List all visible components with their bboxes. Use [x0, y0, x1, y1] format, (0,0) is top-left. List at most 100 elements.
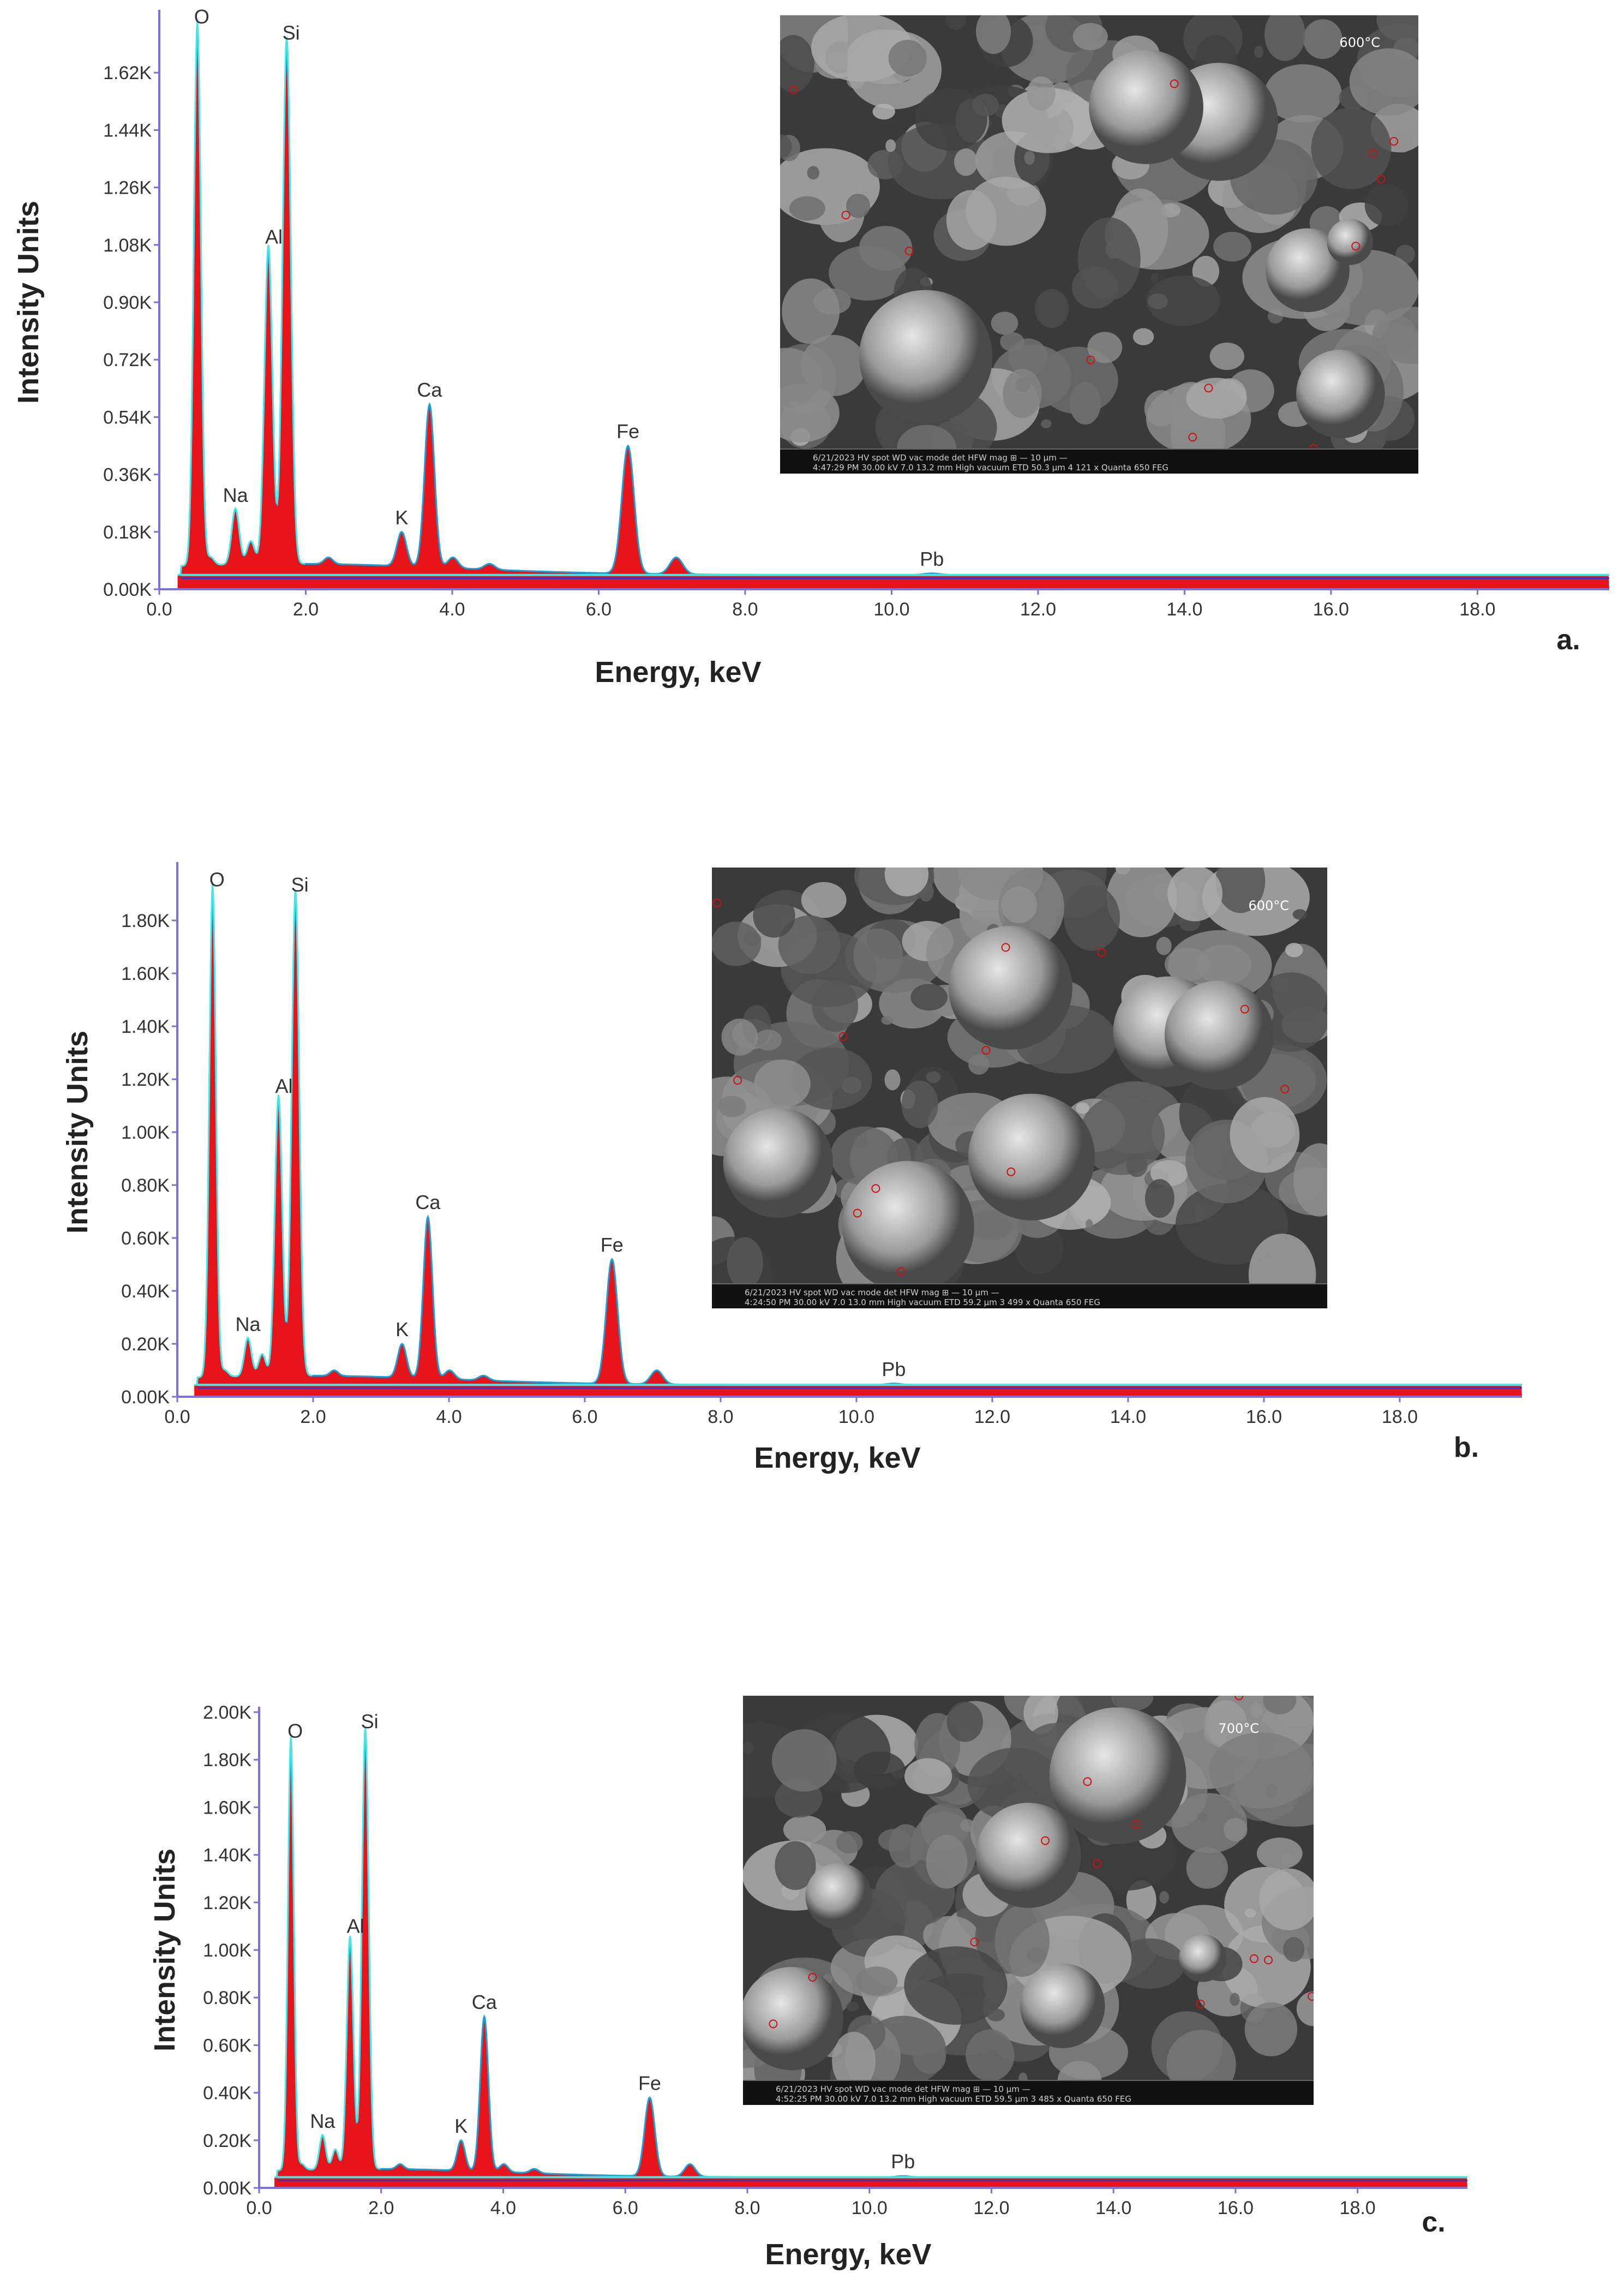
- sem-particle: [904, 1946, 1008, 2025]
- sem-marker: [1264, 1955, 1273, 1965]
- y-tick-label-b-2: 0.40K: [121, 1281, 170, 1302]
- sem-marker: [1368, 148, 1377, 158]
- x-tick-label-c-2: 4.0: [490, 2198, 516, 2218]
- sem-particle: [945, 15, 967, 31]
- peak-label-a-al: Al: [265, 225, 283, 248]
- sem-particle: [1150, 273, 1159, 283]
- y-tick-label-c-9: 1.80K: [203, 1750, 251, 1770]
- sem-particle: [846, 2002, 859, 2012]
- x-tick-label-c-1: 2.0: [368, 2198, 394, 2218]
- sem-particle: [721, 1019, 758, 1056]
- sem-particle: [1311, 107, 1392, 189]
- sem-particle: [1215, 868, 1266, 913]
- sem-particle: [1213, 231, 1251, 262]
- sem-databar-b: 6/21/2023 HV spot WD vac mode det HFW ma…: [712, 1283, 1327, 1308]
- sem-particle: [1197, 1812, 1207, 1821]
- sem-particle: [1349, 48, 1418, 116]
- sem-marker: [1204, 384, 1213, 393]
- sem-marker: [1001, 943, 1010, 952]
- sem-particle: [1057, 2061, 1102, 2081]
- sem-marker: [841, 211, 850, 220]
- x-tick-label-a-1: 2.0: [293, 599, 319, 620]
- sem-particle: [1264, 15, 1305, 61]
- sem-particle: [967, 1748, 1062, 1822]
- y-axis-title-b: Intensity Units: [61, 1031, 94, 1234]
- sem-marker: [769, 2019, 778, 2029]
- sem-sphere: [948, 925, 1072, 1050]
- sem-particle: [1166, 2030, 1236, 2081]
- sem-particle: [885, 139, 896, 152]
- sem-info-a-2: 4:47:29 PM 30.00 kV 7.0 13.2 mm High vac…: [813, 463, 1168, 472]
- x-tick-label-c-5: 10.0: [852, 2198, 888, 2218]
- peak-label-c-k: K: [454, 2115, 468, 2137]
- sem-sphere: [1327, 219, 1373, 265]
- sem-marker: [1086, 355, 1095, 364]
- sem-texture: [712, 868, 1327, 1284]
- x-axis-title-c: Energy, keV: [765, 2238, 931, 2271]
- sem-particle: [1071, 266, 1119, 309]
- sem-particle: [853, 1751, 906, 1790]
- peak-label-a-k: K: [395, 506, 408, 529]
- sem-particle: [753, 894, 795, 938]
- sem-particle: [727, 1237, 763, 1284]
- sem-marker: [1307, 1991, 1314, 2001]
- sem-databar-a: 6/21/2023 HV spot WD vac mode det HFW ma…: [780, 448, 1418, 474]
- x-tick-label-a-3: 6.0: [586, 599, 612, 620]
- sem-marker: [1041, 1836, 1050, 1845]
- y-tick-label-a-5: 0.90K: [103, 292, 152, 313]
- sem-particle: [1230, 1097, 1300, 1173]
- sem-particle: [754, 1059, 811, 1108]
- sem-particle: [1285, 943, 1303, 958]
- eds-chart-a: 0.00K 0.18K 0.36K 0.54K 0.72K 0.90K 1.08K 1.26K…: [12, 5, 1610, 689]
- x-tick-label-c-3: 6.0: [613, 2198, 638, 2218]
- y-tick-label-a-1: 0.18K: [103, 522, 152, 543]
- sem-temperature-b: 600°C: [1248, 898, 1289, 913]
- sem-particle: [775, 1841, 816, 1891]
- sem-particle: [966, 2029, 1015, 2081]
- sem-marker: [1083, 1777, 1092, 1786]
- y-tick-label-b-7: 1.40K: [121, 1016, 170, 1037]
- x-tick-label-c-4: 8.0: [734, 2198, 760, 2218]
- y-tick-label-a-8: 1.44K: [103, 120, 152, 141]
- sem-particle: [712, 922, 761, 966]
- sem-particle: [780, 134, 792, 159]
- x-tick-label-b-5: 10.0: [838, 1407, 874, 1427]
- x-tick-label-c-8: 16.0: [1218, 2198, 1254, 2218]
- y-tick-label-b-4: 0.80K: [121, 1175, 170, 1196]
- peak-label-b-al: Al: [275, 1075, 292, 1097]
- sem-particle: [1364, 184, 1409, 226]
- sem-particle: [1002, 87, 1095, 153]
- sem-particle: [754, 1030, 782, 1051]
- peak-label-c-ca: Ca: [472, 1991, 498, 2013]
- sem-marker: [1131, 1820, 1141, 1829]
- x-axis-title-a: Energy, keV: [595, 656, 761, 689]
- sem-particle: [783, 1815, 826, 1844]
- sem-marker: [1249, 1954, 1259, 1963]
- sem-marker: [1240, 1004, 1249, 1014]
- sem-particle: [1072, 23, 1108, 51]
- sem-info-b-1: 6/21/2023 HV spot WD vac mode det HFW ma…: [745, 1288, 999, 1297]
- sem-particle: [1254, 45, 1263, 58]
- y-axis-title-a: Intensity Units: [12, 201, 45, 404]
- panel-label-a: a.: [1556, 624, 1580, 656]
- sem-particle: [780, 35, 814, 93]
- sem-particle: [1248, 1234, 1316, 1284]
- sem-particle: [1244, 1909, 1256, 1918]
- sem-marker: [970, 1937, 979, 1947]
- sem-particle: [1132, 328, 1154, 345]
- x-tick-label-b-2: 4.0: [436, 1407, 462, 1427]
- sem-particle: [960, 1819, 975, 1832]
- sem-marker: [871, 1184, 880, 1193]
- sem-particle: [901, 1080, 938, 1128]
- y-tick-label-b-8: 1.60K: [121, 964, 170, 984]
- panel-c: 0.00K 0.20K 0.40K 0.60K 0.80K 1.00K 1.20K 1.40K…: [0, 1686, 1624, 2273]
- sem-image-b: 600°C 6/21/2023 HV spot WD vac mode det …: [712, 868, 1327, 1308]
- y-tick-label-c-1: 0.20K: [203, 2131, 251, 2151]
- panel-a: 0.00K 0.18K 0.36K 0.54K 0.72K 0.90K 1.08K 1.26K…: [0, 0, 1624, 709]
- sem-particle: [778, 915, 841, 974]
- sem-sphere: [975, 1803, 1081, 1908]
- sem-particle: [829, 245, 907, 301]
- peak-label-c-na: Na: [310, 2110, 335, 2132]
- sem-particle: [1256, 1838, 1303, 1870]
- sem-particle: [994, 1905, 1050, 1977]
